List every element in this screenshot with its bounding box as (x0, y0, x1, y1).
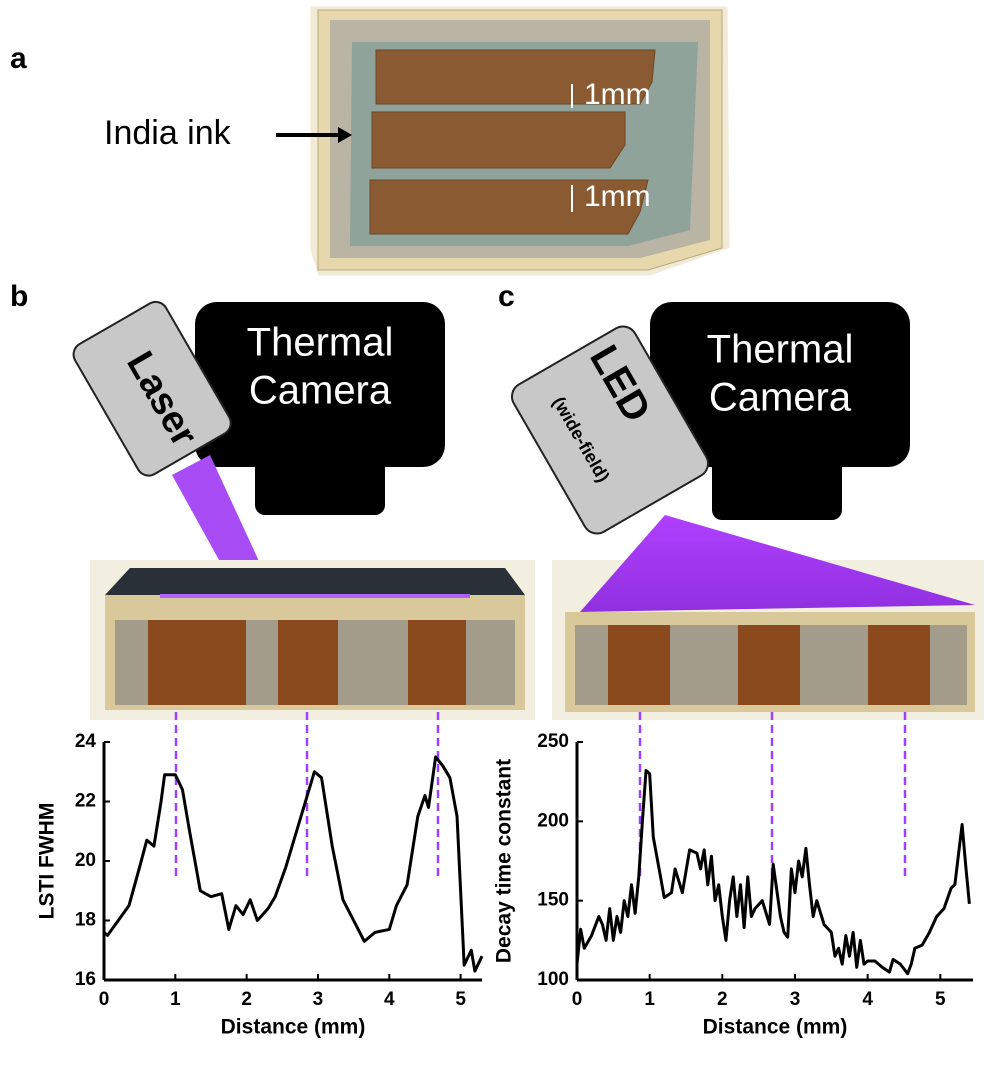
y-axis-label: Decay time constant (493, 759, 516, 963)
camera-label: Thermal (707, 328, 854, 372)
y-tick-label: 24 (75, 731, 97, 752)
panel-letter: c (498, 280, 515, 313)
y-tick-label: 100 (537, 969, 569, 990)
x-axis-label: Distance (mm) (703, 1016, 848, 1039)
x-tick-label: 4 (862, 989, 873, 1010)
y-tick-label: 16 (75, 969, 96, 990)
x-tick-label: 0 (99, 989, 110, 1010)
gap-label: 1mm (584, 78, 651, 111)
setup-b (72, 300, 535, 720)
x-tick-label: 1 (644, 989, 655, 1010)
x-tick-label: 2 (241, 989, 252, 1010)
ink-label: India ink (104, 114, 232, 152)
camera-label: Thermal (247, 321, 394, 365)
panel-letter: a (10, 42, 27, 75)
y-axis-label: LSTI FWHM (36, 803, 59, 920)
y-tick-label: 250 (537, 731, 569, 752)
x-tick-label: 4 (384, 989, 395, 1010)
x-tick-label: 5 (935, 989, 946, 1010)
x-tick-label: 5 (455, 989, 466, 1010)
camera-label: Camera (249, 369, 392, 413)
x-axis-label: Distance (mm) (221, 1016, 366, 1039)
y-tick-label: 150 (537, 890, 569, 911)
camera-label: Camera (709, 376, 852, 420)
setup-c (511, 302, 984, 720)
data-line (575, 769, 971, 976)
y-tick-label: 200 (537, 810, 569, 831)
x-tick-label: 0 (572, 989, 583, 1010)
y-tick-label: 22 (75, 791, 96, 812)
x-tick-label: 1 (170, 989, 181, 1010)
y-tick-label: 18 (75, 910, 96, 931)
gap-label: 1mm (584, 180, 651, 213)
x-tick-label: 3 (313, 989, 324, 1010)
data-line (103, 755, 484, 973)
y-tick-label: 20 (75, 850, 96, 871)
x-tick-label: 3 (790, 989, 801, 1010)
x-tick-label: 2 (717, 989, 728, 1010)
panel-letter: b (10, 280, 28, 313)
phantom-box (276, 5, 731, 277)
